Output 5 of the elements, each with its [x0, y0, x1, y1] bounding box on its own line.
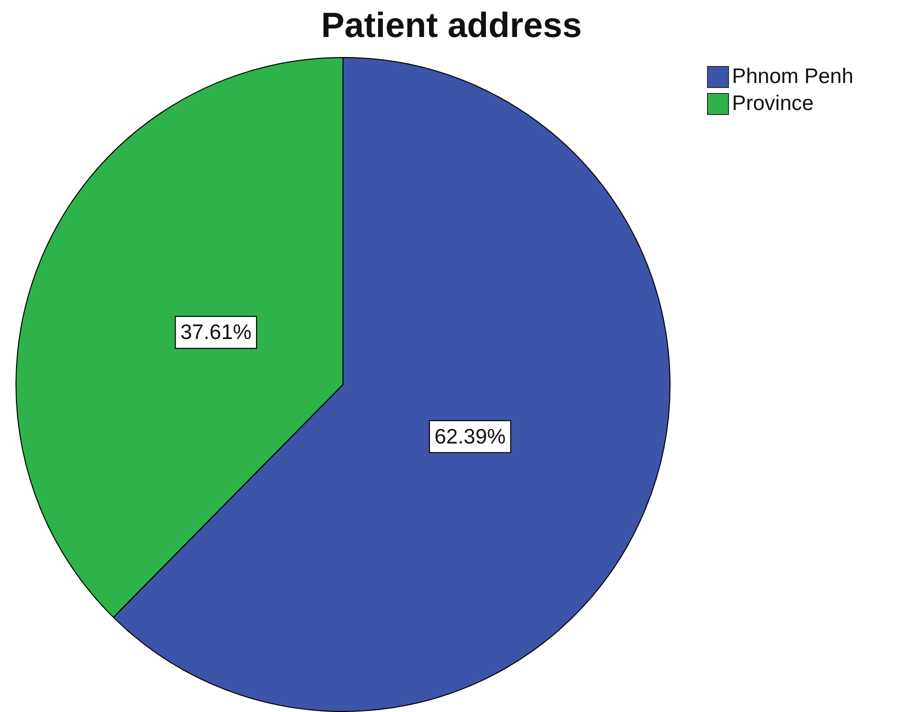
- data-label: 62.39%: [434, 425, 506, 448]
- chart-title: Patient address: [320, 6, 583, 46]
- legend-label: Province: [732, 92, 814, 116]
- data-label: 37.61%: [180, 321, 252, 344]
- legend-label: Phnom Penh: [732, 64, 854, 88]
